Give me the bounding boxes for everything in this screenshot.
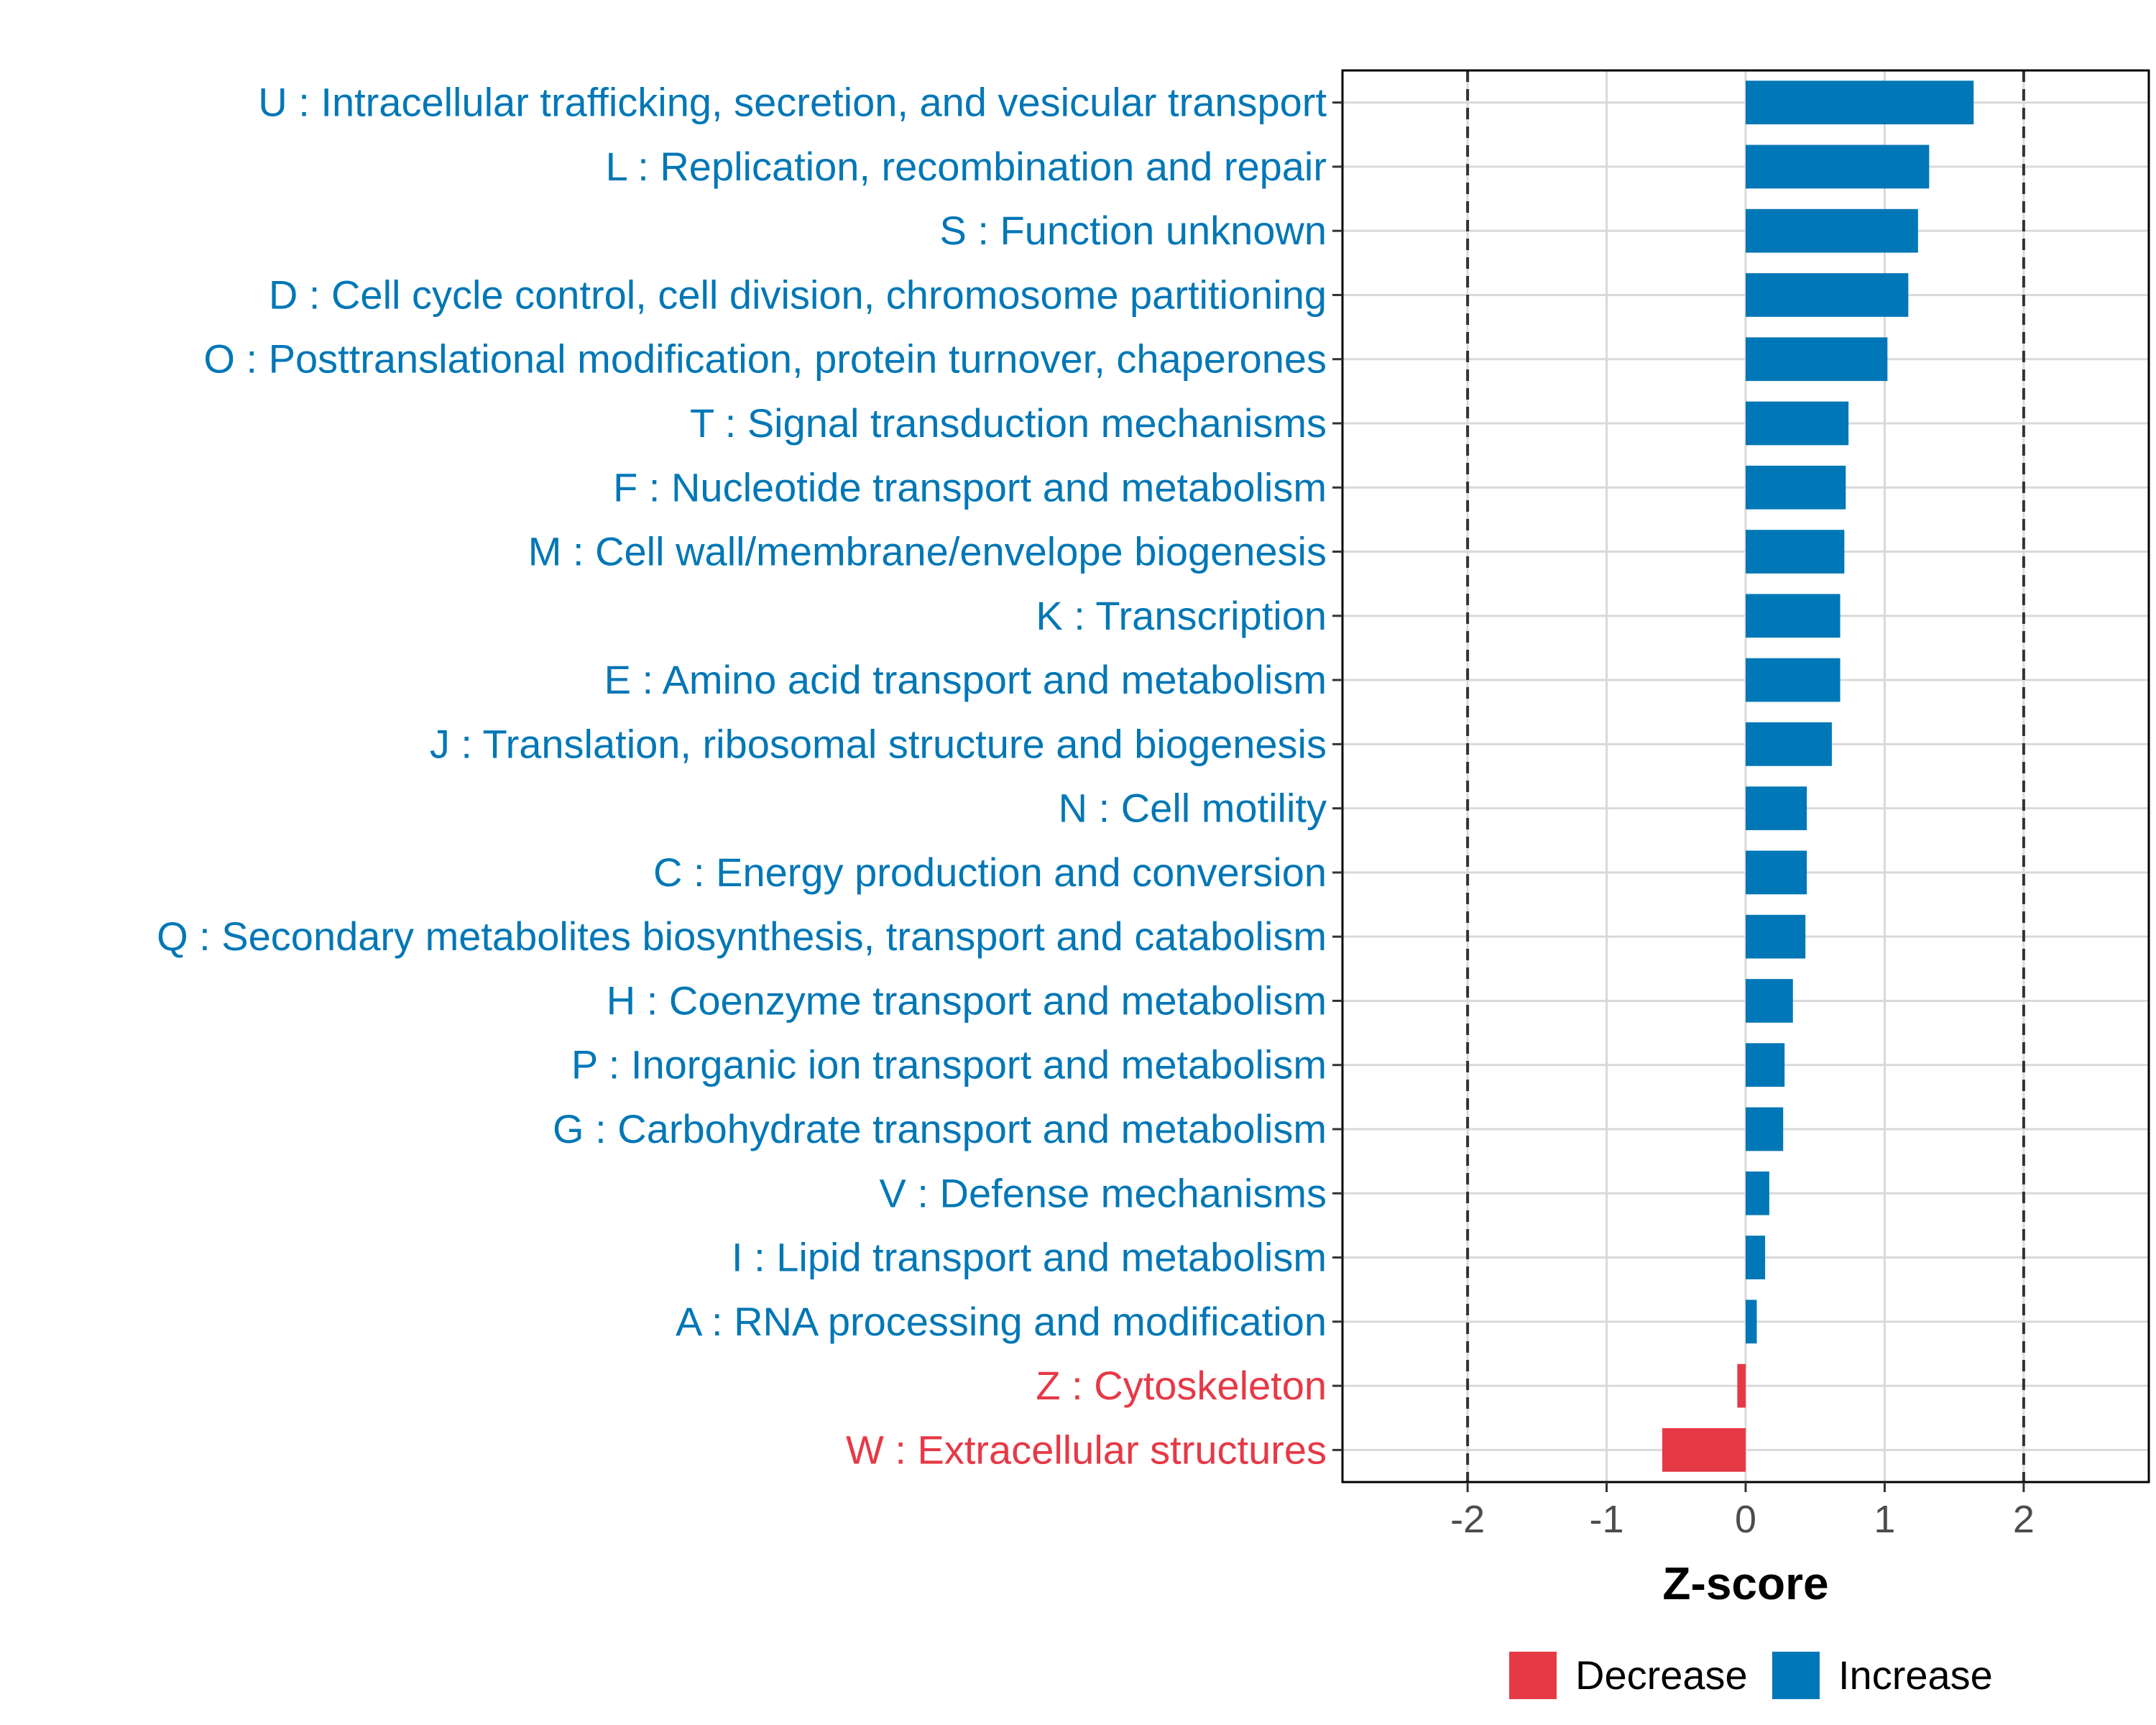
bar [1746, 1171, 1769, 1215]
bar [1746, 914, 1806, 959]
category-labels: U : Intracellular trafficking, secretion… [157, 80, 1327, 1473]
legend-label-decrease: Decrease [1575, 1652, 1748, 1698]
bar [1746, 530, 1845, 574]
bar [1746, 337, 1888, 382]
bar [1746, 1107, 1784, 1151]
y-axis-ticks [1332, 101, 1342, 1451]
x-tick-label: -1 [1590, 1498, 1624, 1541]
x-tick-label: -2 [1450, 1498, 1485, 1541]
legend-swatch-increase [1772, 1652, 1820, 1699]
bar [1737, 1363, 1746, 1408]
bar [1746, 594, 1841, 638]
bar [1746, 401, 1849, 446]
category-label: G : Carbohydrate transport and metabolis… [553, 1106, 1327, 1151]
category-label: K : Transcription [1036, 593, 1327, 638]
category-label: W : Extracellular structures [846, 1427, 1327, 1472]
legend-label-increase: Increase [1838, 1652, 1993, 1698]
bar [1662, 1428, 1746, 1472]
bar [1746, 144, 1930, 189]
bar [1746, 1043, 1785, 1087]
bar [1746, 465, 1846, 510]
x-axis-title: Z-score [1662, 1558, 1828, 1609]
bar [1746, 80, 1974, 124]
bar [1746, 273, 1909, 317]
x-tick-label: 0 [1735, 1498, 1756, 1541]
category-label: D : Cell cycle control, cell division, c… [269, 272, 1327, 317]
category-label: Q : Secondary metabolites biosynthesis, … [157, 914, 1327, 959]
x-tick-label: 2 [2013, 1498, 2035, 1541]
reference-lines [1466, 70, 2025, 1482]
category-label: J : Translation, ribosomal structure and… [430, 721, 1327, 766]
category-label: I : Lipid transport and metabolism [732, 1235, 1327, 1280]
bar [1746, 208, 1918, 253]
legend: Decrease Increase [1509, 1652, 1993, 1699]
category-label: M : Cell wall/membrane/envelope biogenes… [528, 529, 1327, 574]
bars [1662, 80, 1974, 1472]
category-label: U : Intracellular trafficking, secretion… [258, 80, 1327, 125]
bar [1746, 1300, 1757, 1344]
bar [1746, 722, 1832, 766]
bar [1746, 658, 1841, 702]
bar [1746, 979, 1793, 1023]
category-label: V : Defense mechanisms [880, 1170, 1327, 1215]
category-label: O : Posttranslational modification, prot… [203, 336, 1327, 382]
category-label: E : Amino acid transport and metabolism [604, 657, 1327, 702]
legend-swatch-decrease [1509, 1652, 1557, 1699]
bar [1746, 786, 1807, 830]
category-label: L : Replication, recombination and repai… [606, 144, 1327, 189]
x-axis-ticks: -2 -1 0 1 2 [1450, 1482, 2035, 1541]
category-label: H : Coenzyme transport and metabolism [607, 978, 1327, 1023]
category-label: Z : Cytoskeleton [1036, 1363, 1327, 1408]
category-label: F : Nucleotide transport and metabolism [613, 464, 1327, 510]
category-label: P : Inorganic ion transport and metaboli… [571, 1042, 1327, 1087]
category-label: T : Signal transduction mechanisms [690, 400, 1327, 446]
category-label: A : RNA processing and modification [676, 1299, 1327, 1344]
category-label: S : Function unknown [939, 208, 1327, 253]
x-tick-label: 1 [1874, 1498, 1895, 1541]
category-label: N : Cell motility [1059, 786, 1327, 831]
category-label: C : Energy production and conversion [653, 850, 1327, 895]
bar [1746, 850, 1807, 895]
bar [1746, 1236, 1766, 1279]
